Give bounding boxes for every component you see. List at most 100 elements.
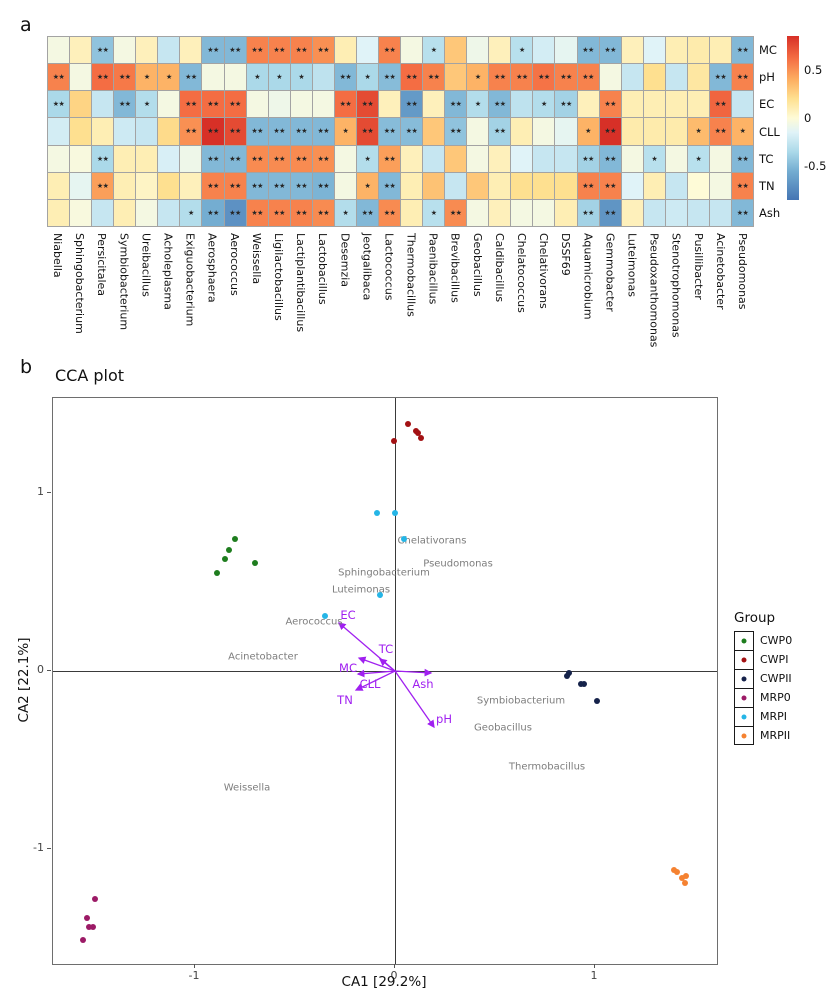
heatmap-cell-pH-Lactobacillus <box>312 64 334 91</box>
heatmap-cell-CLL-Lactobacillus: ★★ <box>312 118 334 145</box>
heatmap-cell-MC-Aerococcus: ★★ <box>224 37 246 64</box>
heatmap-column-label: DSSF69 <box>559 233 573 276</box>
heatmap-cell-MC-Niabella <box>48 37 70 64</box>
heatmap-cell-pH-Ligilactobacillus: ★ <box>268 64 290 91</box>
heatmap-cell-TN-Thermobacillus <box>401 172 423 199</box>
heatmap-cell-Ash-Ligilactobacillus: ★★ <box>268 199 290 226</box>
heatmap-cell-TC-Jeotgalibaca: ★ <box>356 145 378 172</box>
heatmap-cell-TN-Geobacillus <box>467 172 489 199</box>
heatmap-cell-pH-Jeotgalibaca: ★ <box>356 64 378 91</box>
species-label-Thermobacillus: Thermobacillus <box>508 761 586 773</box>
colorbar-tick-label: -0.5 <box>804 159 827 174</box>
heatmap-cell-CLL-Pseudoxanthomonas <box>643 118 665 145</box>
species-label-Weissella: Weissella <box>223 782 271 794</box>
heatmap-cell-Ash-DSSF69 <box>555 199 577 226</box>
heatmap-cell-EC-Aerosphaera: ★★ <box>202 91 224 118</box>
heatmap-cell-EC-Niabella: ★★ <box>48 91 70 118</box>
heatmap-cell-CLL-Geobacillus <box>467 118 489 145</box>
species-label-Luteimonas: Luteimonas <box>331 584 391 596</box>
heatmap-cell-MC-Symbiobacterium <box>114 37 136 64</box>
env-variable-label-pH: pH <box>436 712 452 727</box>
x-tick <box>394 964 395 968</box>
sample-point-MRPI <box>322 612 328 619</box>
heatmap-cell-EC-Geobacillus: ★ <box>467 91 489 118</box>
heatmap-cell-pH-Pusillibacter <box>687 64 709 91</box>
sample-point-MRPI <box>377 591 383 598</box>
heatmap-cell-TC-Chelativorans <box>533 145 555 172</box>
heatmap-cell-TC-Acinetobacter <box>709 145 731 172</box>
heatmap-cell-pH-Luteimonas <box>621 64 643 91</box>
heatmap-cell-CLL-Niabella <box>48 118 70 145</box>
sample-point-MRP0 <box>84 915 90 922</box>
sample-point-CWP0 <box>226 547 232 553</box>
species-label-Chelativorans: Chelativorans <box>397 535 467 547</box>
heatmap-cell-TN-Ligilactobacillus: ★★ <box>268 172 290 199</box>
heatmap-cell-MC-Lactococcus: ★★ <box>378 37 400 64</box>
sample-point-CWPII <box>564 673 570 680</box>
heatmap-column-label: Pseudomonas <box>736 233 749 310</box>
heatmap-cell-pH-Exiguobacterium: ★★ <box>180 64 202 91</box>
heatmap-cell-Ash-Pusillibacter <box>687 199 709 226</box>
heatmap-cell-pH-Desemzia: ★★ <box>334 64 356 91</box>
heatmap-cell-pH-Lactiplantibacillus: ★ <box>290 64 312 91</box>
heatmap-column-label: Persicitalea <box>95 233 109 297</box>
heatmap-cell-TC-Sphingobacterium <box>70 145 92 172</box>
heatmap-cell-pH-Sphingobacterium <box>70 64 92 91</box>
heatmap-cell-TC-Paenibacillus <box>423 145 445 172</box>
heatmap-cell-MC-Gemmobacter: ★★ <box>599 37 621 64</box>
heatmap-column-label: Lactobacillus <box>316 233 330 305</box>
heatmap-cell-TC-Luteimonas <box>621 145 643 172</box>
heatmap-row-label: CLL <box>759 124 780 139</box>
heatmap-cell-TC-Acholeplasma <box>158 145 180 172</box>
sample-point-CWPI <box>391 438 397 445</box>
heatmap-cell-EC-Symbiobacterium: ★★ <box>114 91 136 118</box>
heatmap-cell-MC-Brevibacillus <box>445 37 467 64</box>
heatmap-cell-CLL-Acholeplasma <box>158 118 180 145</box>
sample-point-CWP0 <box>214 570 220 577</box>
panel-b-label: b <box>20 356 33 378</box>
heatmap-cell-TN-Aerosphaera: ★★ <box>202 172 224 199</box>
heatmap-cell-CLL-Ligilactobacillus: ★★ <box>268 118 290 145</box>
heatmap-cell-TN-Jeotgalibaca: ★ <box>356 172 378 199</box>
heatmap-cell-MC-Lactobacillus: ★★ <box>312 37 334 64</box>
heatmap-cell-TC-Desemzia <box>334 145 356 172</box>
heatmap-cell-EC-Chelatococcus <box>511 91 533 118</box>
heatmap-cell-Ash-Pseudomonas: ★★ <box>731 199 753 226</box>
heatmap-cell-MC-Paenibacillus: ★ <box>423 37 445 64</box>
heatmap-cell-EC-Ureibacillus: ★ <box>136 91 158 118</box>
sample-point-MRPII <box>683 872 689 879</box>
heatmap-cell-TC-Geobacillus <box>467 145 489 172</box>
heatmap-cell-TC-Lactobacillus: ★★ <box>312 145 334 172</box>
heatmap-cell-TC-Pseudomonas: ★★ <box>731 145 753 172</box>
heatmap-cell-CLL-Stenotrophomonas <box>665 118 687 145</box>
heatmap-column-label: Gemmobacter <box>603 233 617 312</box>
heatmap-cell-MC-Acinetobacter <box>709 37 731 64</box>
colorbar <box>787 36 799 200</box>
heatmap-cell-TC-Stenotrophomonas <box>665 145 687 172</box>
heatmap-cell-Ash-Weissella: ★★ <box>246 199 268 226</box>
heatmap-cell-TC-Ligilactobacillus: ★★ <box>268 145 290 172</box>
heatmap-cell-CLL-Symbiobacterium <box>114 118 136 145</box>
heatmap-cell-TC-Lactiplantibacillus: ★★ <box>290 145 312 172</box>
heatmap-cell-CLL-Aerosphaera: ★★ <box>202 118 224 145</box>
species-label-Geobacillus: Geobacillus <box>474 722 532 734</box>
heatmap-cell-pH-Weissella: ★ <box>246 64 268 91</box>
heatmap-cell-CLL-Persicitalea <box>92 118 114 145</box>
cca-plot-area: EC TC MC CLL TN Ash pH Chelativorans Pseudomonas… <box>52 397 718 965</box>
y-tick <box>47 670 51 671</box>
heatmap-column-label: Aquamicrobium <box>581 233 595 320</box>
heatmap-cell-MC-Pseudoxanthomonas <box>643 37 665 64</box>
heatmap-cell-TN-Lactococcus: ★★ <box>378 172 400 199</box>
sample-point-MRPII <box>674 869 680 876</box>
heatmap-cell-TN-Persicitalea: ★★ <box>92 172 114 199</box>
x-zero-line <box>395 398 397 964</box>
colorbar-tick-label: 0 <box>804 111 812 125</box>
heatmap-cell-Ash-Jeotgalibaca: ★★ <box>356 199 378 226</box>
heatmap-cell-TC-Persicitalea: ★★ <box>92 145 114 172</box>
heatmap-cell-TN-Paenibacillus <box>423 172 445 199</box>
heatmap-cell-Ash-Exiguobacterium: ★ <box>180 199 202 226</box>
heatmap-cell-EC-Desemzia: ★★ <box>334 91 356 118</box>
heatmap-cell-pH-Aerosphaera <box>202 64 224 91</box>
heatmap-row-label: Ash <box>759 206 781 221</box>
